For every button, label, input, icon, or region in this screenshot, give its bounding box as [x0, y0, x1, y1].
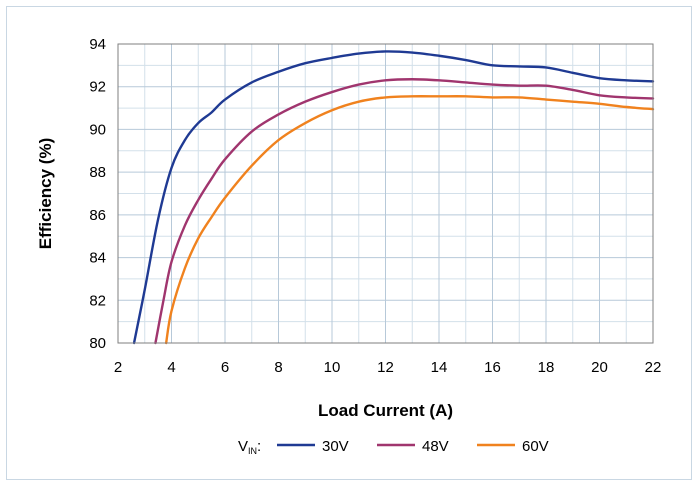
- y-tick-label: 80: [89, 335, 106, 352]
- y-tick-label: 90: [89, 121, 106, 138]
- x-tick-label: 14: [431, 359, 448, 376]
- y-axis-ticks: 80 82 84 86 88 90 92 94: [89, 36, 106, 352]
- efficiency-chart: 2 4 6 8 10 12 14 16 18 20 22 80 82 84 86 88 90 92 94 Load…: [36, 36, 662, 456]
- y-tick-label: 92: [89, 79, 106, 96]
- x-tick-label: 20: [591, 359, 608, 376]
- x-tick-label: 16: [484, 359, 501, 376]
- y-tick-label: 84: [89, 250, 106, 267]
- y-tick-label: 86: [89, 207, 106, 224]
- x-axis-ticks: 2 4 6 8 10 12 14 16 18 20 22: [114, 359, 662, 376]
- x-tick-label: 6: [221, 359, 229, 376]
- x-axis-title: Load Current (A): [318, 401, 453, 420]
- legend-vin-label: VIN:: [238, 438, 261, 456]
- legend-vin-sub: IN: [248, 446, 257, 456]
- chart-frame: 2 4 6 8 10 12 14 16 18 20 22 80 82 84 86 88 90 92 94 Load…: [6, 6, 692, 480]
- y-tick-label: 94: [89, 36, 106, 53]
- series-line-60v: [164, 95, 655, 345]
- x-tick-label: 2: [114, 359, 122, 376]
- x-tick-label: 22: [645, 359, 662, 376]
- legend-vin-main: V: [238, 438, 248, 455]
- x-tick-label: 8: [274, 359, 282, 376]
- x-tick-label: 4: [167, 359, 175, 376]
- x-tick-label: 18: [538, 359, 555, 376]
- legend-items: 30V 48V 60V: [277, 438, 549, 455]
- legend-vin-colon: :: [257, 438, 261, 455]
- legend-label-30v: 30V: [322, 438, 349, 455]
- plot-area-border: [117, 43, 654, 344]
- legend: VIN: 30V 48V 60V: [238, 438, 549, 456]
- y-tick-label: 82: [89, 292, 106, 309]
- x-tick-label: 10: [324, 359, 341, 376]
- series-lines: [132, 50, 655, 345]
- series-line-48v: [154, 78, 655, 345]
- legend-label-48v: 48V: [422, 438, 449, 455]
- y-axis-title: Efficiency (%): [36, 138, 55, 249]
- x-tick-label: 12: [377, 359, 394, 376]
- y-tick-label: 88: [89, 164, 106, 181]
- legend-label-60v: 60V: [522, 438, 549, 455]
- series-line-30v: [132, 50, 655, 345]
